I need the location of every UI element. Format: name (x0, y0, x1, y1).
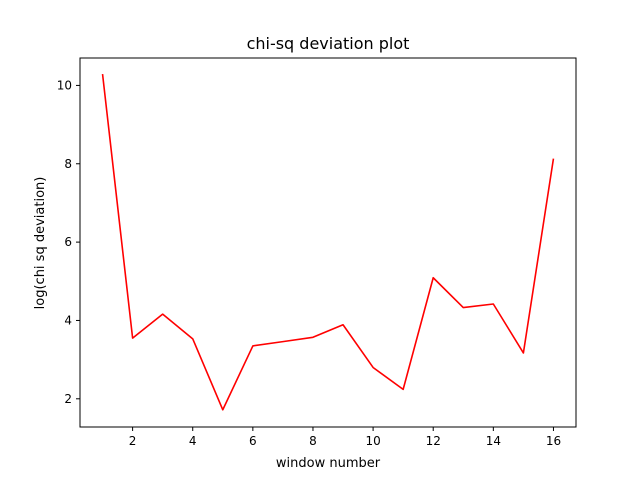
x-tick-label: 10 (365, 434, 380, 448)
x-tick-label: 16 (546, 434, 561, 448)
x-tick-label: 6 (249, 434, 257, 448)
x-tick-label: 4 (189, 434, 197, 448)
x-tick-label: 14 (486, 434, 501, 448)
x-tick-label: 8 (309, 434, 317, 448)
y-tick-label: 10 (57, 78, 72, 92)
x-tick-label: 12 (426, 434, 441, 448)
chart-title: chi-sq deviation plot (247, 34, 410, 53)
y-tick-label: 2 (64, 392, 72, 406)
y-axis-label: log(chi sq deviation) (33, 177, 48, 310)
y-tick-label: 6 (64, 235, 72, 249)
x-axis-label: window number (276, 456, 381, 471)
y-tick-label: 4 (64, 313, 72, 327)
x-tick-label: 2 (129, 434, 137, 448)
y-tick-label: 8 (64, 157, 72, 171)
